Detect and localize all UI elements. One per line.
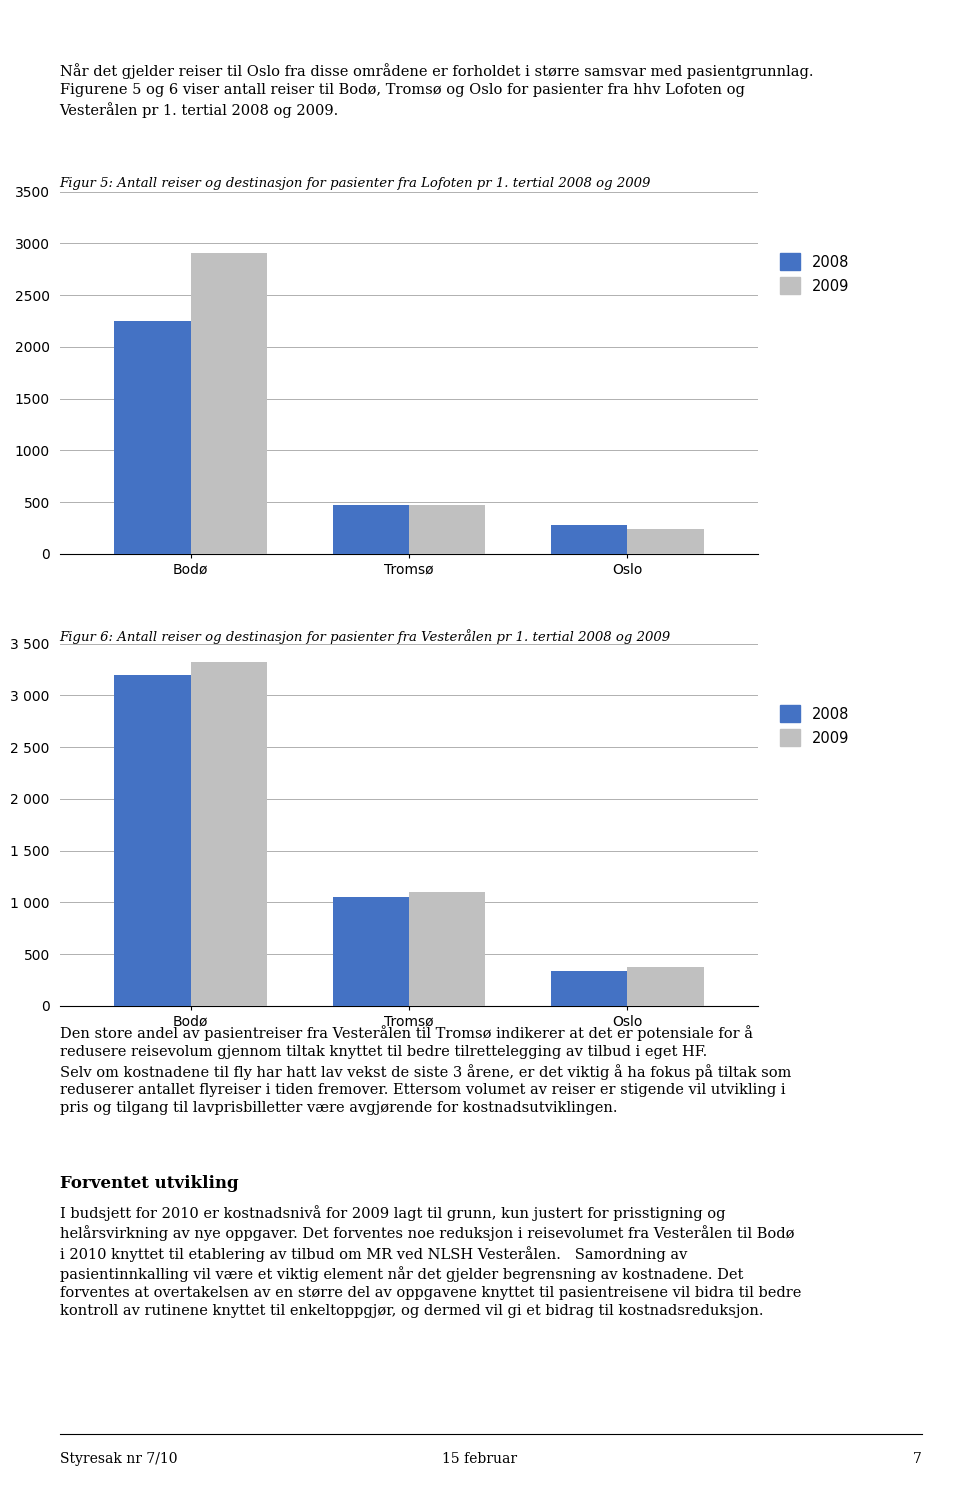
- Text: Figur 6: Antall reiser og destinasjon for pasienter fra Vesterålen pr 1. tertial: Figur 6: Antall reiser og destinasjon fo…: [60, 629, 671, 644]
- Bar: [551, 970, 628, 1006]
- Bar: [332, 506, 409, 554]
- Text: Styresak nr 7/10: Styresak nr 7/10: [60, 1452, 177, 1466]
- Bar: [628, 967, 704, 1006]
- Bar: [409, 506, 486, 554]
- Bar: [628, 528, 704, 554]
- Bar: [190, 253, 267, 554]
- Bar: [551, 525, 628, 554]
- Text: Når det gjelder reiser til Oslo fra disse områdene er forholdet i større samsvar: Når det gjelder reiser til Oslo fra diss…: [60, 63, 813, 118]
- Text: Forventet utvikling: Forventet utvikling: [60, 1175, 238, 1192]
- Bar: [332, 897, 409, 1006]
- Text: Figur 5: Antall reiser og destinasjon for pasienter fra Lofoten pr 1. tertial 20: Figur 5: Antall reiser og destinasjon fo…: [60, 177, 651, 190]
- Legend: 2008, 2009: 2008, 2009: [780, 253, 850, 295]
- Bar: [190, 662, 267, 1006]
- Text: Den store andel av pasientreiser fra Vesterålen til Tromsø indikerer at det er p: Den store andel av pasientreiser fra Ves…: [60, 1025, 791, 1115]
- Bar: [114, 675, 190, 1006]
- Legend: 2008, 2009: 2008, 2009: [780, 705, 850, 747]
- Text: 15 februar: 15 februar: [443, 1452, 517, 1466]
- Bar: [114, 320, 190, 554]
- Text: 7: 7: [913, 1452, 922, 1466]
- Bar: [409, 892, 486, 1006]
- Text: I budsjett for 2010 er kostnadsnivå for 2009 lagt til grunn, kun justert for pri: I budsjett for 2010 er kostnadsnivå for …: [60, 1205, 801, 1317]
